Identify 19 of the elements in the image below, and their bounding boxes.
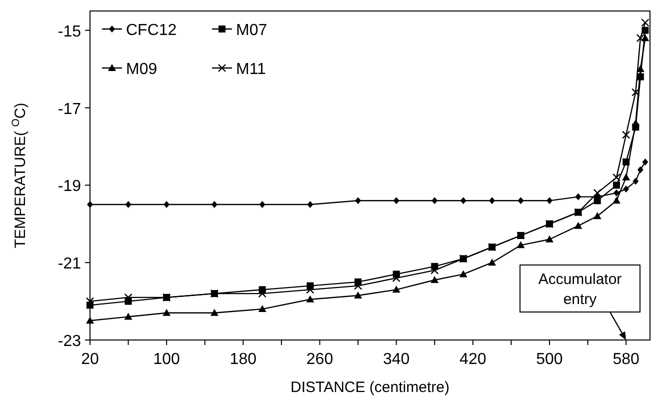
y-tick-label: -21 — [58, 256, 82, 273]
y-tick-label: -17 — [58, 100, 82, 118]
legend-label: M07 — [236, 22, 268, 39]
legend-label: M11 — [236, 61, 266, 78]
x-tick-label: 580 — [612, 351, 640, 368]
annotation: Accumulator entry — [538, 271, 622, 308]
x-axis-title: DISTANCE (centimetre) — [290, 379, 450, 396]
x-tick-label: 500 — [536, 351, 563, 368]
x-tick-label: 420 — [460, 351, 486, 368]
legend-label: M09 — [126, 61, 158, 78]
x-tick-label: 100 — [153, 351, 180, 368]
legend-label: CFC12 — [126, 22, 177, 39]
y-tick-label: -19 — [58, 178, 82, 196]
x-tick-label: 340 — [382, 351, 410, 368]
y-tick-label: -15 — [58, 23, 82, 40]
x-tick-label: 260 — [306, 351, 334, 368]
x-tick-label: 20 — [81, 351, 99, 368]
x-tick-label: 180 — [230, 351, 257, 368]
y-tick-label: -23 — [58, 333, 82, 350]
